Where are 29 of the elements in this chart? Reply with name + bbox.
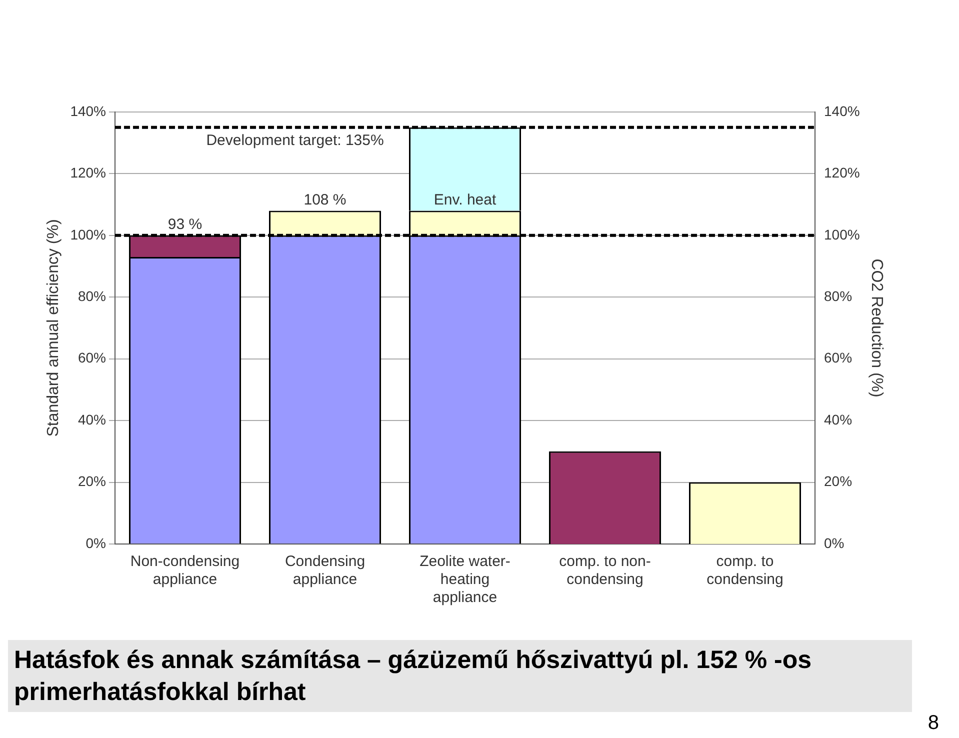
y-tick-label: 100%	[70, 226, 106, 242]
y-tick-label: 120%	[70, 164, 106, 181]
y2-tick-label: 140%	[824, 102, 860, 119]
x-tick-label: comp. to condensing	[706, 553, 784, 588]
y2-tick-label: 100%	[824, 226, 860, 242]
y2-tick-label: 120%	[824, 164, 860, 181]
x-tick-label: Non-condensing appliance	[130, 553, 240, 588]
y-tick-label: 40%	[78, 411, 106, 428]
y-tick-label: 140%	[70, 102, 106, 119]
ref-line-label: Development target: 135%	[206, 132, 384, 150]
x-tick-label: Zeolite water-heating appliance	[420, 553, 510, 606]
y-axis-title: Standard annual efficiency (%)	[45, 219, 62, 437]
y2-tick-label: 0%	[824, 534, 844, 551]
text: Hatásfok és annak számítása – gázüzemű hőszivattyú pl. 152 % -os primerhatásfokkal bírhat	[8, 640, 912, 712]
y2-tick-label: 60%	[824, 350, 852, 366]
y-tick-label: 20%	[78, 473, 106, 490]
text: 8	[928, 712, 939, 735]
annotation: 93 %	[168, 216, 202, 234]
annotation: Env. heat	[434, 191, 497, 208]
y2-tick-label: 40%	[824, 411, 852, 428]
y2-axis-title: CO2 Reduction (%)	[868, 258, 885, 398]
x-tick-label: comp. to non-condensing	[559, 553, 651, 588]
y-tick-label: 0%	[86, 534, 106, 551]
y-tick-label: 60%	[78, 350, 106, 366]
annotation: 108 %	[304, 191, 346, 208]
y2-tick-label: 20%	[824, 473, 852, 490]
x-tick-label: Condensing appliance	[284, 553, 366, 588]
y-tick-label: 80%	[78, 288, 106, 304]
y2-tick-label: 80%	[824, 288, 852, 304]
